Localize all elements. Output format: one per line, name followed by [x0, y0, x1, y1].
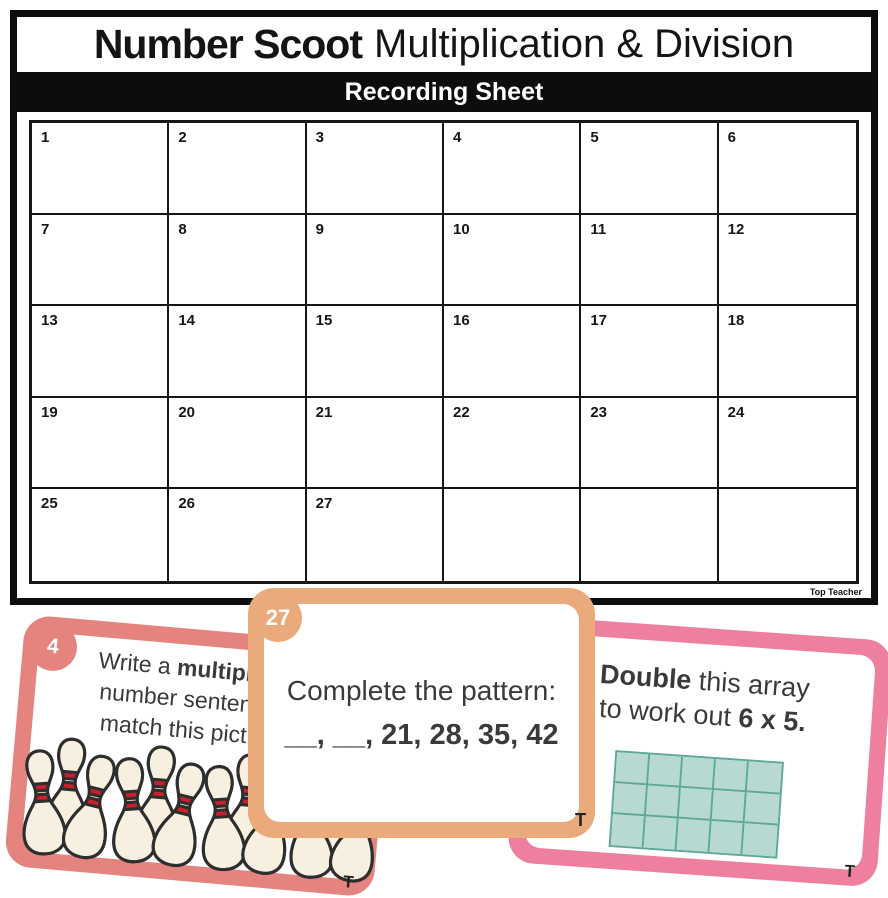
grid-cell-9: 9 [306, 214, 444, 307]
brand-logo-t: T [342, 872, 355, 892]
grid-cell-16: 16 [443, 306, 582, 398]
array-cell [744, 792, 780, 826]
grid-cell-24: 24 [718, 397, 856, 490]
grid-cell-1: 1 [32, 123, 170, 215]
array-cell [615, 752, 651, 786]
grid-cell-21: 21 [306, 397, 444, 490]
brand-label: Top Teacher [809, 587, 862, 597]
array-cell [643, 816, 679, 850]
card-27-line-1: Complete the pattern: [286, 674, 557, 706]
grid-cell-number: 4 [452, 129, 462, 146]
card-27-line-2: __, __, 21, 28, 35, 42 [284, 718, 559, 751]
grid-cell-8: 8 [169, 214, 307, 307]
recording-sheet-bar: Recording Sheet [17, 72, 871, 112]
grid-cell-number: 20 [178, 403, 196, 421]
grid-cell-number: 8 [178, 220, 187, 238]
grid-cell-13: 13 [32, 306, 170, 398]
grid-cell-number: 21 [315, 403, 333, 421]
array-cell [713, 759, 749, 793]
grid-cell-20: 20 [169, 397, 307, 490]
grid-cell-number: 26 [178, 495, 196, 513]
grid-cell-14: 14 [169, 306, 307, 398]
grid-cell-number: 7 [41, 220, 50, 238]
grid-cell-number [719, 489, 856, 495]
answer-grid: 1 2 3 4 5 6 7 8 9 10 11 12 13 14 15 16 17 18 19 20 21 22 23 24 2… [29, 120, 859, 584]
grid-cell-number [581, 489, 716, 495]
grid-cell-number: 15 [315, 312, 333, 330]
grid-cell-number: 13 [41, 312, 58, 330]
recording-sheet: Number Scoot Multiplication & Division R… [10, 10, 878, 605]
array-cell [676, 818, 712, 852]
array-cell [648, 754, 684, 788]
array-cell [742, 823, 778, 857]
card-27-question: Complete the pattern: __, __, 21, 28, 35… [264, 604, 579, 822]
grid-cell-number: 25 [41, 495, 58, 513]
grid-cell-28 [443, 489, 582, 581]
array-cell [711, 790, 747, 824]
title-regular: Multiplication & Division [374, 22, 795, 66]
array-cell [709, 820, 745, 855]
multiplication-array [608, 750, 784, 859]
grid-cell-number: 22 [452, 403, 470, 421]
grid-cell-25: 25 [32, 489, 170, 581]
task-card-27: 27 Complete the pattern: __, __, 21, 28,… [248, 588, 595, 838]
grid-cell-18: 18 [718, 306, 856, 398]
sheet-title: Number Scoot Multiplication & Division [17, 17, 871, 72]
brand-logo-t: T [575, 810, 586, 830]
grid-cell-number: 18 [727, 312, 745, 330]
grid-cell-12: 12 [718, 214, 856, 307]
brand-logo-t: T [843, 861, 856, 882]
task-card-27-face [264, 604, 579, 822]
grid-cell-5: 5 [581, 123, 719, 215]
grid-cell-2: 2 [169, 123, 307, 215]
recording-sheet-bar-label: Recording Sheet [344, 77, 544, 106]
array-cell [610, 814, 646, 848]
grid-cell-22: 22 [443, 397, 582, 490]
grid-cell-17: 17 [581, 306, 719, 398]
grid-cell-number: 2 [178, 129, 187, 146]
grid-cell-number: 27 [315, 495, 333, 513]
array-cell [678, 787, 714, 821]
grid-cell-number: 23 [590, 403, 608, 421]
grid-cell-19: 19 [32, 397, 170, 490]
card-27-badge: 27 [254, 594, 302, 642]
grid-cell-number: 6 [727, 129, 736, 146]
grid-cell-number: 24 [727, 403, 745, 421]
grid-cell-number [444, 489, 579, 495]
grid-cell-30 [718, 489, 856, 581]
grid-cell-23: 23 [581, 397, 719, 490]
grid-cell-11: 11 [581, 214, 719, 307]
grid-cell-4: 4 [443, 123, 582, 215]
grid-cell-number: 9 [315, 220, 324, 238]
grid-cell-7: 7 [32, 214, 170, 307]
array-cell [612, 783, 649, 817]
grid-cell-number: 16 [452, 312, 470, 330]
grid-cell-3: 3 [306, 123, 444, 215]
grid-cell-number: 14 [178, 312, 196, 330]
grid-cell-number: 17 [590, 312, 608, 330]
grid-cell-number: 11 [590, 220, 607, 238]
grid-cell-number: 3 [315, 129, 324, 146]
grid-cell-number: 19 [41, 403, 58, 421]
grid-cell-6: 6 [718, 123, 856, 215]
title-bold: Number Scoot [93, 21, 363, 67]
grid-cell-number: 1 [41, 129, 50, 146]
grid-cell-number: 5 [590, 129, 599, 146]
grid-cell-15: 15 [306, 306, 444, 398]
grid-cell-29 [581, 489, 719, 581]
array-cell [746, 761, 782, 795]
grid-cell-number: 12 [727, 220, 745, 238]
grid-cell-10: 10 [443, 214, 582, 307]
grid-cell-number: 10 [452, 220, 470, 238]
grid-cell-26: 26 [169, 489, 307, 581]
grid-cell-27: 27 [306, 489, 444, 581]
array-cell [680, 756, 717, 791]
array-cell [645, 785, 681, 819]
